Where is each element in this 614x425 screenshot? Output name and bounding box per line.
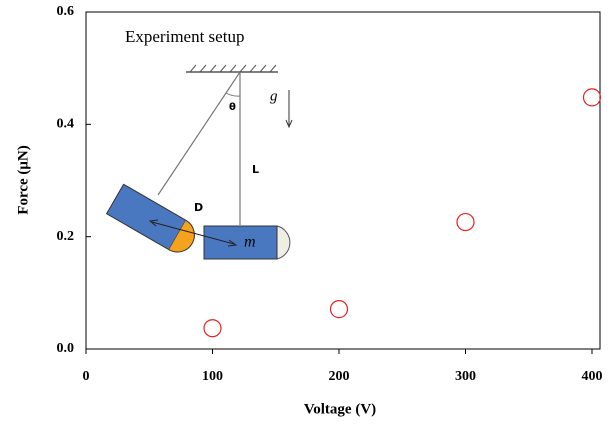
marker xyxy=(584,89,601,106)
chart: Experiment setup θ g L D m Voltage (V) F… xyxy=(0,0,614,425)
inset-label: θ xyxy=(229,102,236,113)
x-tick-label: 300 xyxy=(455,369,476,384)
y-tick-label: 0.6 xyxy=(57,4,75,19)
y-axis-label: Force (μN) xyxy=(15,145,31,214)
marker xyxy=(331,301,348,318)
marker xyxy=(204,320,221,337)
x-tick-label: 100 xyxy=(202,369,223,384)
inset-label: L xyxy=(252,163,259,176)
plot-frame xyxy=(86,12,600,349)
inset-title: Experiment setup xyxy=(125,27,244,46)
inset-label: D xyxy=(194,201,203,214)
x-tick-label: 400 xyxy=(582,369,603,384)
x-axis-label: Voltage (V) xyxy=(304,401,376,417)
y-tick-label: 0.0 xyxy=(57,341,75,356)
marker xyxy=(457,214,474,231)
x-tick-label: 0 xyxy=(83,369,90,384)
inset-label: g xyxy=(270,88,278,104)
y-tick-label: 0.2 xyxy=(57,229,75,244)
inset-label: m xyxy=(244,234,256,251)
x-tick-label: 200 xyxy=(329,369,350,384)
y-tick-label: 0.4 xyxy=(57,117,75,132)
inset-diagram xyxy=(107,65,292,259)
